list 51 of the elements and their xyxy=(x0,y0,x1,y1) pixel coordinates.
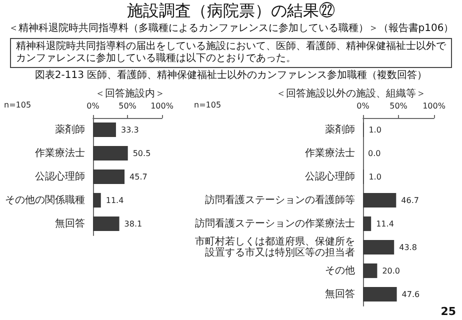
bar xyxy=(363,240,394,255)
y-tick-label: 訪問看護ステーションの作業療法士 xyxy=(195,217,355,230)
data-label: 0.0 xyxy=(368,148,381,158)
data-label: 11.4 xyxy=(376,219,394,228)
data-label: 46.7 xyxy=(401,196,419,205)
x-tick-label: 100% xyxy=(422,102,446,110)
bar xyxy=(93,169,125,184)
text: 図表2-113 医師、看護師、精神保健福祉士以外のカンファレンス参加職種（複数回答） xyxy=(34,70,428,82)
data-label: 38.1 xyxy=(124,219,142,228)
y-tick-label: 薬剤師 xyxy=(55,123,85,136)
y-tick-label: 作業療法士 xyxy=(304,146,355,159)
y-tick-label: 訪問看護ステーションの看護師等 xyxy=(205,194,355,206)
bar xyxy=(363,216,372,232)
y-tick-label: 公認心理師 xyxy=(305,170,355,182)
text: 25 xyxy=(440,305,456,318)
text: ＜回答施設内＞ xyxy=(95,88,165,100)
x-tick-label: 0% xyxy=(86,102,100,110)
bar xyxy=(363,286,397,302)
data-label: 50.5 xyxy=(132,148,151,158)
x-tick-label: 100% xyxy=(150,102,174,110)
data-label: 1.0 xyxy=(368,125,382,134)
x-tick-label: 50% xyxy=(390,102,408,110)
data-label: 20.0 xyxy=(382,266,400,276)
y-tick-label: 作業療法士 xyxy=(34,146,85,159)
bar xyxy=(93,146,128,161)
text: n=105 xyxy=(4,100,32,110)
y-tick-label: 公認心理師 xyxy=(35,170,85,182)
text: ＜精神科退院時共同指導料（多職種によるカンファレンスに参加している職種）＞（報告書p106） xyxy=(7,22,455,35)
x-tick-label: 0% xyxy=(356,102,370,110)
bar xyxy=(363,192,396,208)
y-tick-label: 無回答 xyxy=(55,217,85,230)
y-tick-label: 薬剤師 xyxy=(325,123,355,136)
bar xyxy=(93,192,101,208)
bar xyxy=(93,216,120,232)
data-label: 45.7 xyxy=(130,172,148,182)
data-label: 43.8 xyxy=(399,242,417,252)
data-label: 11.4 xyxy=(106,196,124,205)
y-tick-label: その他の関係職種 xyxy=(5,194,85,206)
bar xyxy=(93,122,116,138)
text: n=105 xyxy=(194,100,222,110)
x-tick-label: 50% xyxy=(118,102,137,110)
bar xyxy=(363,263,378,278)
y-tick-label: 無回答 xyxy=(325,288,355,300)
data-label: 33.3 xyxy=(120,125,139,134)
chart-title: ＜回答施設以外の施設、組織等＞ xyxy=(276,88,426,100)
data-label: 47.6 xyxy=(402,290,420,299)
data-label: 1.0 xyxy=(368,172,382,182)
text: 精神科退院時共同指導料の届出をしている施設において、医師、看護師、精神保健福祉士以外でカンファレンスに参加している職種は以下のとおりであった。 xyxy=(10,38,452,68)
y-tick-label: 市町村若しくは都道府県、保健所を設置する市又は特別区等の担当者 xyxy=(195,235,355,258)
text: 施設調査（病院票）の結果㉒ xyxy=(126,1,336,21)
y-tick-label: その他 xyxy=(325,264,355,276)
